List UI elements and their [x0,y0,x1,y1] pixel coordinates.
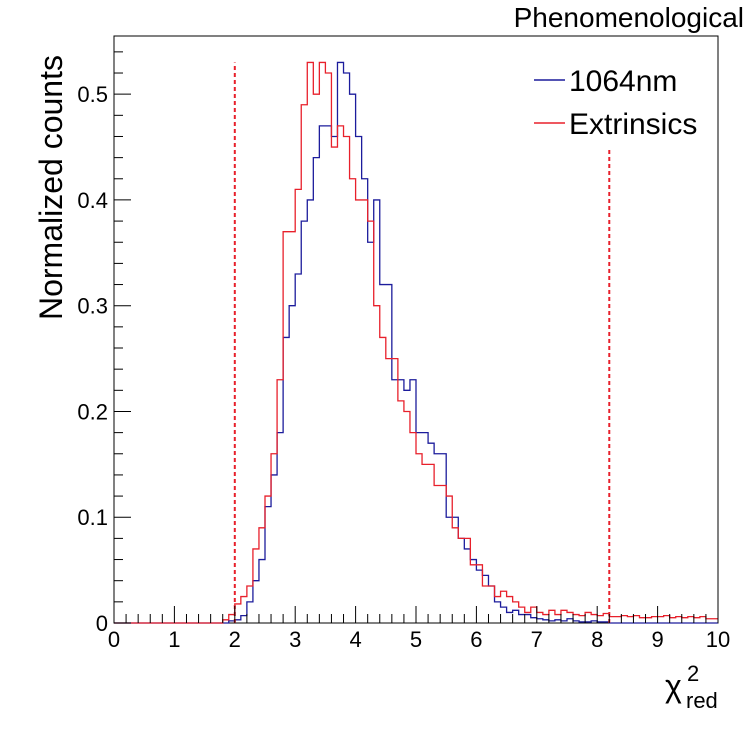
legend: 1064nm Extrinsics [534,65,697,141]
y-tick-label: 0.3 [77,294,108,319]
y-tick-label: 0.5 [77,82,108,107]
series-extrinsics-histogram [114,61,718,624]
x-tick-label: 0 [108,627,120,652]
axis-ticks [113,51,719,624]
y-tick-label: 0.1 [77,505,108,530]
x-axis-title-main: χ [665,668,682,704]
y-axis-title: Normalized counts [33,55,69,320]
series-layer [114,61,718,624]
legend-label-extrinsics: Extrinsics [569,108,697,141]
x-tick-label: 5 [410,627,422,652]
x-tick-label: 1 [168,627,180,652]
legend-label-1064nm: 1064nm [569,65,677,98]
x-tick-label: 6 [470,627,482,652]
y-tick-label: 0 [96,611,108,636]
y-tick-label: 0.2 [77,399,108,424]
x-tick-label: 9 [651,627,663,652]
x-tick-label: 4 [349,627,361,652]
series-1064nm-histogram [114,61,718,624]
x-tick-label: 2 [229,627,241,652]
x-tick-label: 3 [289,627,301,652]
chart-title: Phenomenological [514,2,744,33]
axis-tick-labels: 0 1 2 3 4 5 6 7 8 9 10 0 0.1 0.2 0.3 0.4 0.5 [77,82,730,652]
x-tick-label: 7 [531,627,543,652]
x-tick-label: 8 [591,627,603,652]
x-axis-title-subscript: red [686,688,718,713]
x-axis-title-superscript: 2 [687,661,699,686]
x-tick-label: 10 [706,627,730,652]
y-tick-label: 0.4 [77,188,108,213]
threshold-lines [233,62,611,623]
x-axis-title: χ 2 red [665,661,718,713]
